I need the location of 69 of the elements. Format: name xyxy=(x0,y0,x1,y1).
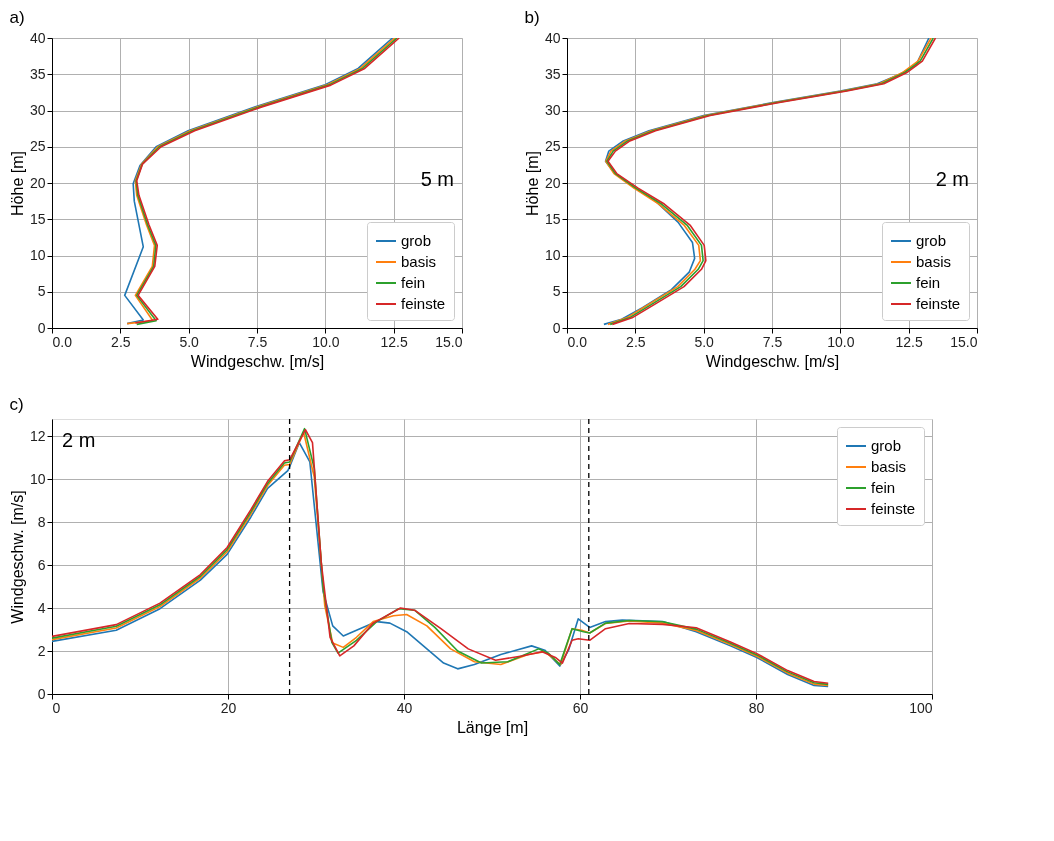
legend-label: grob xyxy=(401,232,432,249)
x-axis-title: Windgeschw. [m/s] xyxy=(705,352,840,370)
legend-label: fein xyxy=(401,274,426,291)
x-tick-label: 80 xyxy=(748,699,765,716)
y-tick-label: 10 xyxy=(29,470,46,487)
chart-title: b) xyxy=(524,8,540,27)
annotation: 2 m xyxy=(62,429,96,451)
y-tick-label: 5 xyxy=(552,283,561,300)
x-axis-title: Länge [m] xyxy=(456,718,529,736)
y-tick-label: 0 xyxy=(37,685,46,702)
x-tick-label: 20 xyxy=(220,699,237,716)
y-tick-label: 4 xyxy=(37,599,46,616)
y-tick-label: 35 xyxy=(29,65,46,82)
x-tick-label: 60 xyxy=(572,699,589,716)
legend-label: fein xyxy=(916,274,941,291)
legend-label: basis xyxy=(916,253,952,270)
x-tick-label: 10.0 xyxy=(312,333,340,350)
y-tick-label: 0 xyxy=(552,319,561,336)
y-tick-label: 5 xyxy=(37,283,46,300)
x-tick-label: 15.0 xyxy=(435,333,463,350)
x-tick-label: 7.5 xyxy=(247,333,268,350)
y-tick-label: 20 xyxy=(544,174,561,191)
x-tick-label: 10.0 xyxy=(827,333,855,350)
y-tick-label: 40 xyxy=(544,29,561,46)
y-axis-title: Windgeschw. [m/s] xyxy=(8,490,26,624)
y-tick-label: 15 xyxy=(29,210,46,227)
y-axis-title: Höhe [m] xyxy=(8,151,26,216)
x-tick-label: 0 xyxy=(52,699,61,716)
y-tick-label: 20 xyxy=(29,174,46,191)
chart-title: c) xyxy=(9,395,24,415)
x-tick-label: 5.0 xyxy=(694,333,715,350)
x-tick-label: 2.5 xyxy=(626,333,646,350)
y-tick-label: 30 xyxy=(29,102,46,118)
chart-title: a) xyxy=(9,8,25,27)
x-tick-label: 2.5 xyxy=(111,333,131,350)
legend-label: basis xyxy=(401,253,437,270)
y-tick-label: 6 xyxy=(37,556,46,573)
y-tick-label: 2 xyxy=(37,642,46,659)
y-axis-title: Höhe [m] xyxy=(523,151,541,216)
legend-label: feinste xyxy=(916,295,961,312)
x-tick-label: 7.5 xyxy=(762,333,783,350)
y-tick-label: 8 xyxy=(37,513,46,530)
y-tick-label: 25 xyxy=(29,138,46,155)
y-tick-label: 40 xyxy=(29,29,46,46)
x-tick-label: 0.0 xyxy=(52,333,73,350)
legend-label: grob xyxy=(916,232,947,249)
x-axis-title: Windgeschw. [m/s] xyxy=(190,352,325,370)
legend-label: feinste xyxy=(401,295,446,312)
x-tick-label: 5.0 xyxy=(179,333,200,350)
annotation: 5 m xyxy=(420,168,454,191)
y-tick-label: 10 xyxy=(29,247,46,263)
legend-label: grob xyxy=(871,437,902,454)
y-tick-label: 30 xyxy=(544,102,561,118)
y-tick-label: 15 xyxy=(544,210,561,227)
y-tick-label: 10 xyxy=(544,247,561,263)
y-tick-label: 12 xyxy=(29,427,46,444)
y-tick-label: 0 xyxy=(37,319,46,336)
legend-label: fein xyxy=(871,479,896,496)
x-tick-label: 12.5 xyxy=(380,333,408,350)
legend-label: feinste xyxy=(871,500,916,517)
x-tick-label: 100 xyxy=(909,699,933,716)
y-tick-label: 25 xyxy=(544,138,561,155)
x-tick-label: 40 xyxy=(396,699,413,716)
annotation: 2 m xyxy=(935,168,969,191)
legend-label: basis xyxy=(871,458,907,475)
y-tick-label: 35 xyxy=(544,65,561,82)
x-tick-label: 12.5 xyxy=(895,333,923,350)
x-tick-label: 15.0 xyxy=(950,333,978,350)
x-tick-label: 0.0 xyxy=(567,333,588,350)
